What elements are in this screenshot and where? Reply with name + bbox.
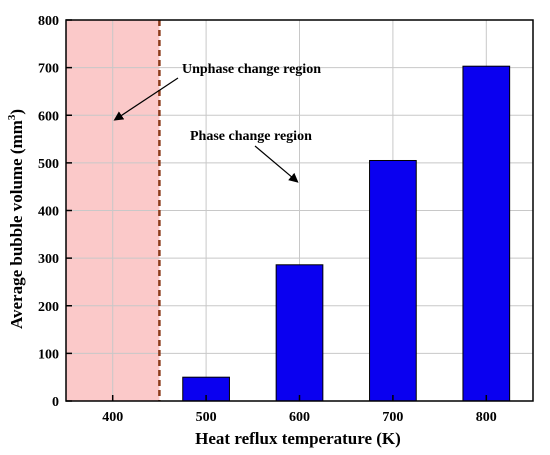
annotations: Unphase change region Phase change regio… [113, 62, 321, 183]
y-axis-title-superscript: 3 [6, 114, 18, 120]
bar-800 [462, 65, 511, 402]
axis-ticks: 400 500 600 700 800 0 100 200 300 400 500 600 700 800 [38, 14, 497, 425]
annotation-phase-label: Phase change region [190, 129, 312, 144]
y-tick-label-800: 800 [38, 14, 59, 29]
x-axis-title: Heat reflux temperature (K) [195, 429, 401, 448]
y-tick-label-500: 500 [38, 157, 59, 172]
y-tick-label-700: 700 [38, 62, 59, 77]
x-tick-label-500: 500 [196, 410, 217, 425]
y-tick-label-100: 100 [38, 347, 59, 362]
bar-700 [369, 159, 417, 402]
x-tick-label-400: 400 [102, 410, 123, 425]
x-tick-label-800: 800 [476, 410, 497, 425]
y-tick-label-300: 300 [38, 252, 59, 267]
bars [182, 65, 511, 402]
y-axis-title: Average bubble volume (mm3) [6, 109, 26, 329]
y-tick-label-0: 0 [52, 395, 59, 410]
annotation-unphase-arrow [113, 77, 179, 121]
y-tick-label-400: 400 [38, 205, 59, 220]
bar-600 [275, 264, 324, 402]
annotation-phase-arrow [254, 145, 299, 183]
x-tick-label-600: 600 [289, 410, 310, 425]
y-tick-label-200: 200 [38, 300, 59, 315]
annotation-unphase-label: Unphase change region [182, 62, 321, 77]
y-tick-label-600: 600 [38, 109, 59, 124]
x-tick-label-700: 700 [382, 410, 403, 425]
